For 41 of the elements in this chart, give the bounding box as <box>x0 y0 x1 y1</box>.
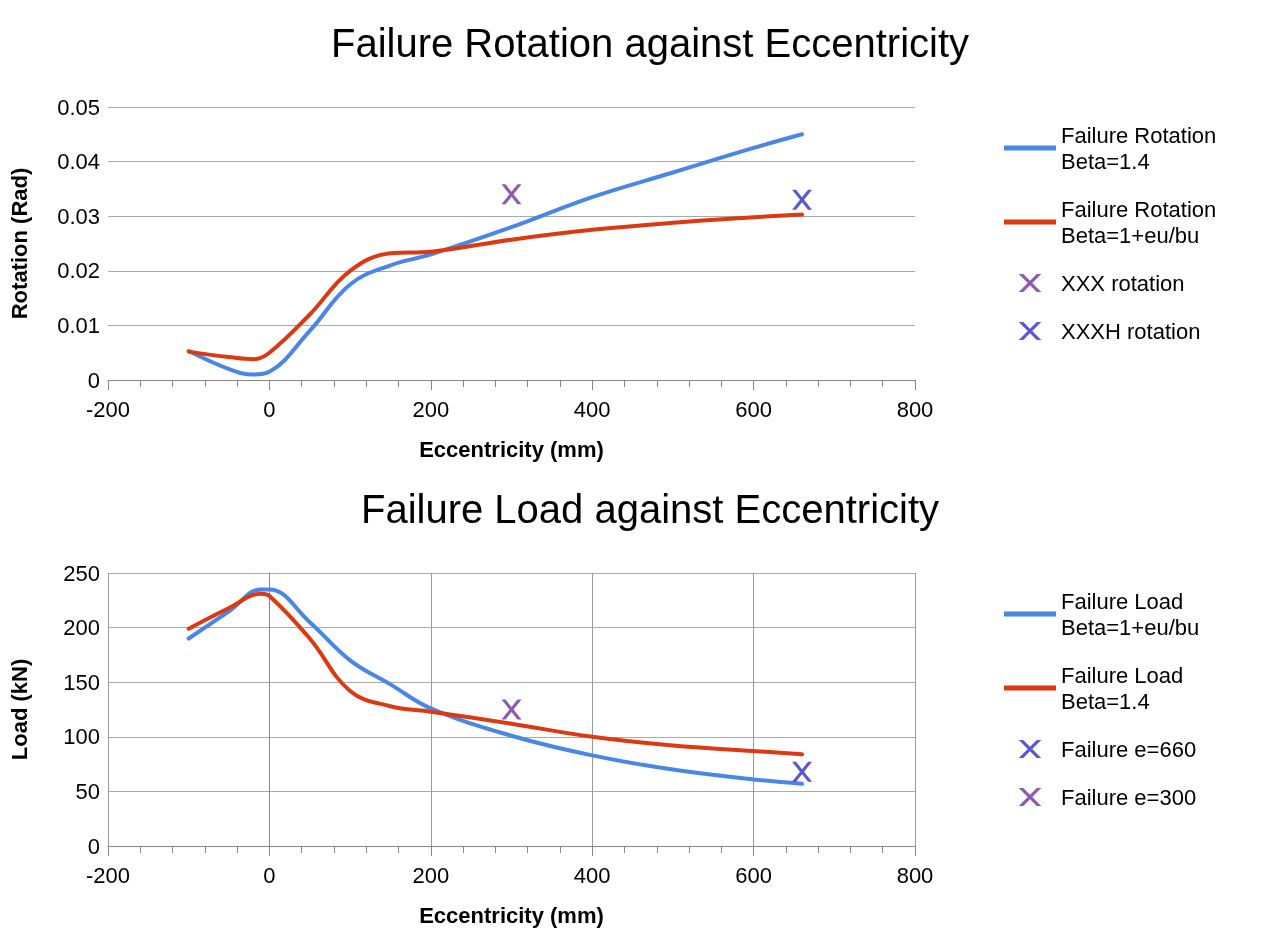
legend-label: XXX rotation <box>1061 270 1185 296</box>
y-tick-label: 0.01 <box>57 312 100 338</box>
x-tick-label: 0 <box>263 862 276 888</box>
x-tick-label: 600 <box>735 396 772 422</box>
legend-label: Failure e=300 <box>1061 784 1197 810</box>
y-tick-label: 0 <box>87 367 100 393</box>
x-tick-label: 800 <box>896 396 934 422</box>
x-tick-label: -200 <box>85 396 131 422</box>
y-tick-label: 200 <box>63 615 100 641</box>
x-tick-label: 400 <box>573 862 611 888</box>
y-tick-label: 0.03 <box>57 203 100 229</box>
legend-label: Failure e=660 <box>1061 736 1197 762</box>
x-tick-label: 200 <box>412 862 450 888</box>
y-tick-label: 0.02 <box>57 258 100 284</box>
y-tick-label: 0.04 <box>57 149 100 175</box>
chart-title: Failure Rotation against Eccentricity <box>330 21 970 65</box>
x-axis-title: Eccentricity (mm) <box>419 436 604 462</box>
y-tick-label: 250 <box>63 560 100 586</box>
x-tick-label: 200 <box>412 396 450 422</box>
legend-label: Failure Load Beta=1.4 <box>1061 662 1190 714</box>
line-series <box>186 591 805 757</box>
line-series <box>186 212 805 362</box>
y-tick-label: 50 <box>75 778 100 804</box>
legend-label: Failure Rotation Beta=1.4 <box>1061 122 1223 174</box>
y-tick-label: 150 <box>63 669 100 695</box>
x-tick-label: 0 <box>263 396 276 422</box>
legend-label: Failure Load Beta=1+eu/bu <box>1061 588 1200 640</box>
x-tick-label: 600 <box>735 862 772 888</box>
y-tick-label: 100 <box>63 724 100 750</box>
y-axis-title: Load (kN) <box>6 658 32 761</box>
line-series <box>186 132 805 377</box>
x-tick-label: 800 <box>896 862 934 888</box>
y-axis-title: Rotation (Rad) <box>6 167 32 320</box>
x-tick-label: -200 <box>85 862 131 888</box>
y-tick-label: 0 <box>87 833 100 859</box>
x-tick-label: 400 <box>573 396 611 422</box>
y-tick-label: 0.05 <box>57 94 100 120</box>
legend-label: Failure Rotation Beta=1+eu/bu <box>1061 196 1223 248</box>
chart-title: Failure Load against Eccentricity <box>360 487 940 531</box>
legend-label: XXXH rotation <box>1061 318 1201 344</box>
x-axis-title: Eccentricity (mm) <box>419 902 604 928</box>
